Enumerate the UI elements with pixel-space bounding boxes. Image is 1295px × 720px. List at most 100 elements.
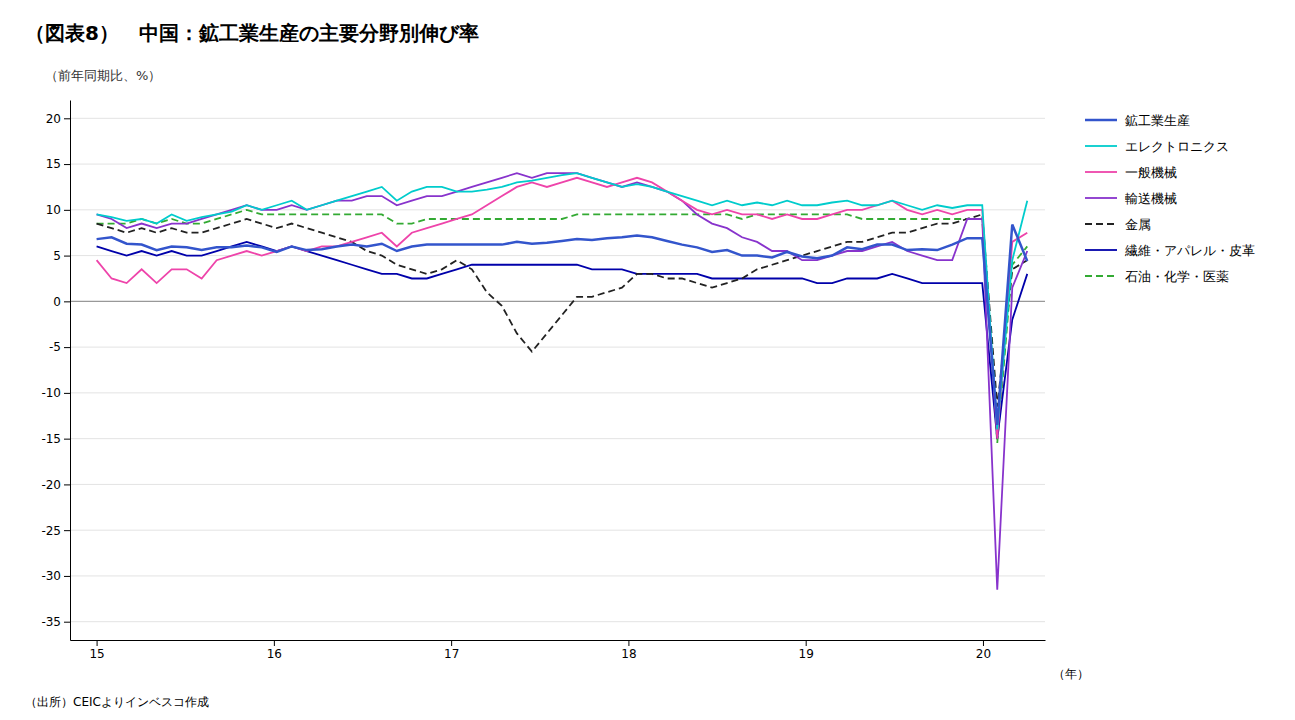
x-tick-mark bbox=[451, 640, 452, 646]
grid-line bbox=[70, 484, 1045, 485]
legend-item: 金属 bbox=[1085, 217, 1151, 232]
y-tick-mark bbox=[64, 118, 70, 119]
y-tick-mark bbox=[64, 484, 70, 485]
y-tick-label: 20 bbox=[46, 112, 61, 126]
grid-line bbox=[70, 438, 1045, 439]
grid-line bbox=[70, 164, 1045, 165]
y-tick: 5 bbox=[53, 249, 70, 263]
legend-item: 繊維・アパレル・皮革 bbox=[1085, 243, 1255, 258]
x-axis-label: （年） bbox=[1053, 667, 1089, 681]
x-tick-label: 16 bbox=[267, 647, 282, 661]
y-tick-label: -30 bbox=[41, 569, 61, 583]
x-tick: 19 bbox=[799, 640, 814, 661]
y-tick-label: -25 bbox=[41, 524, 61, 538]
x-tick: 15 bbox=[89, 640, 104, 661]
y-axis: -35 -30 -25 -20 -15 -10 -5 0 5 10 15 20 bbox=[41, 101, 70, 641]
y-tick: -20 bbox=[41, 478, 70, 492]
y-tick: -30 bbox=[41, 569, 70, 583]
y-tick-label: -5 bbox=[49, 340, 61, 354]
y-tick: 20 bbox=[46, 112, 70, 126]
x-tick-label: 15 bbox=[89, 647, 104, 661]
grid-line bbox=[70, 255, 1045, 256]
series-line bbox=[97, 173, 1028, 429]
series-line bbox=[97, 242, 1028, 439]
x-tick: 18 bbox=[621, 640, 636, 661]
y-tick-label: -35 bbox=[41, 615, 61, 629]
y-tick: -15 bbox=[41, 432, 70, 446]
legend-item: 石油・化学・医薬 bbox=[1085, 269, 1229, 284]
legend-label: エレクトロニクス bbox=[1125, 139, 1229, 154]
y-axis-line bbox=[70, 101, 71, 641]
subtitle: （前年同期比、%） bbox=[45, 68, 161, 83]
x-tick-mark bbox=[983, 640, 984, 646]
y-tick-label: -20 bbox=[41, 478, 61, 492]
x-tick-label: 20 bbox=[976, 647, 991, 661]
y-tick: -35 bbox=[41, 615, 70, 629]
legend-swatch bbox=[1085, 249, 1117, 251]
y-tick-label: -10 bbox=[41, 386, 61, 400]
y-tick: 10 bbox=[46, 203, 70, 217]
legend-item: 輸送機械 bbox=[1085, 191, 1177, 206]
grid-line bbox=[70, 392, 1045, 393]
lines bbox=[97, 173, 1028, 589]
x-axis-line bbox=[71, 640, 1046, 641]
y-tick-label: 0 bbox=[53, 295, 61, 309]
legend-label: 金属 bbox=[1125, 217, 1151, 232]
y-tick-mark bbox=[64, 393, 70, 394]
y-tick: 0 bbox=[53, 295, 70, 309]
y-tick-label: 15 bbox=[46, 157, 61, 171]
y-tick-mark bbox=[64, 256, 70, 257]
grid-line bbox=[70, 347, 1045, 348]
y-tick-mark bbox=[64, 530, 70, 531]
y-tick-mark bbox=[64, 210, 70, 211]
x-tick-mark bbox=[274, 640, 275, 646]
grid-line bbox=[70, 575, 1045, 576]
grid-line bbox=[70, 118, 1045, 119]
x-tick-label: 18 bbox=[621, 647, 636, 661]
legend-label: 一般機械 bbox=[1125, 165, 1177, 180]
legend-label: 石油・化学・医薬 bbox=[1125, 269, 1229, 284]
x-tick-label: 19 bbox=[799, 647, 814, 661]
series-line bbox=[97, 178, 1028, 439]
x-tick: 17 bbox=[444, 640, 459, 661]
legend: 鉱工業生産エレクトロニクス一般機械輸送機械金属繊維・アパレル・皮革石油・化学・医… bbox=[1085, 113, 1255, 284]
series-line bbox=[97, 173, 1028, 589]
x-tick-mark bbox=[628, 640, 629, 646]
legend-swatch bbox=[1085, 145, 1117, 147]
x-tick: 16 bbox=[267, 640, 282, 661]
series-line bbox=[97, 224, 1028, 424]
legend-label: 繊維・アパレル・皮革 bbox=[1124, 243, 1255, 258]
footnote: （出所）CEICよりインベスコ作成 bbox=[25, 695, 209, 709]
x-tick-mark bbox=[97, 640, 98, 646]
grid-line bbox=[70, 530, 1045, 531]
grid-line bbox=[70, 621, 1045, 622]
legend-swatch bbox=[1085, 275, 1117, 277]
x-tick: 20 bbox=[976, 640, 991, 661]
legend-item: 鉱工業生産 bbox=[1085, 113, 1190, 128]
y-tick-mark bbox=[64, 301, 70, 302]
x-tick-label: 17 bbox=[444, 647, 459, 661]
grid-line bbox=[70, 209, 1045, 210]
x-tick-mark bbox=[806, 640, 807, 646]
y-tick-mark bbox=[64, 439, 70, 440]
legend-label: 輸送機械 bbox=[1125, 191, 1177, 206]
series-line bbox=[97, 210, 1028, 443]
legend-swatch bbox=[1085, 223, 1117, 225]
y-tick: -5 bbox=[49, 340, 70, 354]
y-tick-label: -15 bbox=[41, 432, 61, 446]
legend-item: 一般機械 bbox=[1085, 165, 1177, 180]
legend-item: エレクトロニクス bbox=[1085, 139, 1229, 154]
zero-line bbox=[70, 301, 1045, 302]
y-tick-label: 5 bbox=[53, 249, 61, 263]
title: （図表8） 中国：鉱工業生産の主要分野別伸び率 bbox=[25, 21, 479, 45]
chart: （図表8） 中国：鉱工業生産の主要分野別伸び率 （前年同期比、%） 15 16 17 18… bbox=[0, 0, 1295, 720]
y-tick: -10 bbox=[41, 386, 70, 400]
y-tick: -25 bbox=[41, 524, 70, 538]
y-tick-label: 10 bbox=[46, 203, 61, 217]
y-tick-mark bbox=[64, 576, 70, 577]
grid bbox=[70, 118, 1045, 621]
legend-swatch bbox=[1085, 197, 1117, 199]
y-tick: 15 bbox=[46, 157, 70, 171]
legend-label: 鉱工業生産 bbox=[1125, 113, 1190, 128]
legend-swatch bbox=[1085, 119, 1117, 122]
